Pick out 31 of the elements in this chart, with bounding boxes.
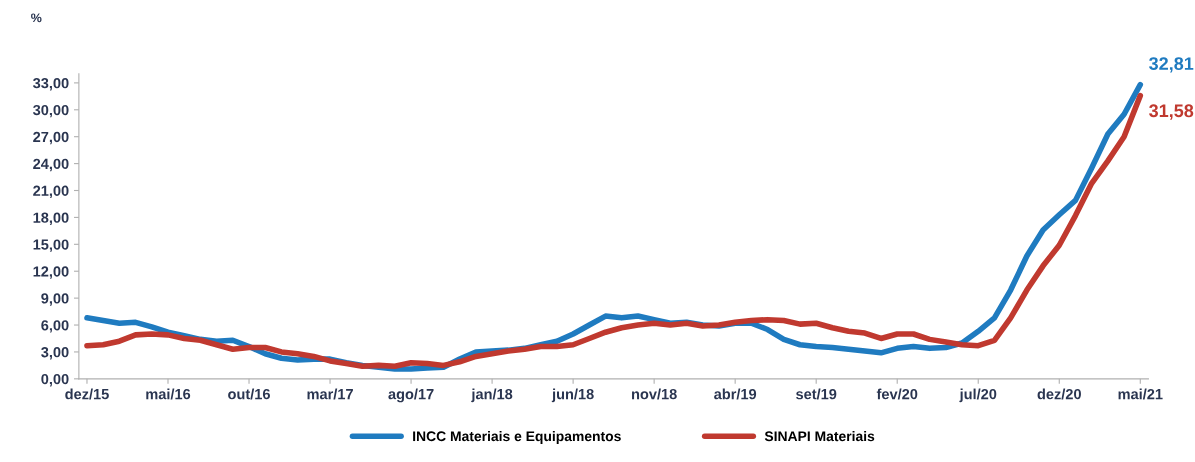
x-tick-label: mar/17 <box>307 388 353 400</box>
y-tick-label: 9,00 <box>41 293 69 306</box>
x-tick-label: mai/16 <box>146 388 191 400</box>
y-tick-label: 24,00 <box>33 158 69 172</box>
x-tick-label: out/16 <box>228 388 270 400</box>
x-tick-label: nov/18 <box>632 388 677 400</box>
x-tick-label: mai/21 <box>1118 388 1163 400</box>
y-tick-label: 0,00 <box>41 373 69 387</box>
y-tick-label: 6,00 <box>41 320 69 333</box>
x-tick-label: dez/15 <box>65 388 109 400</box>
legend-label: INCC Materiais e Equipamentos <box>413 430 621 444</box>
x-tick-label: jan/18 <box>471 388 513 403</box>
y-tick-label: 3,00 <box>41 347 69 360</box>
y-tick-label: 15,00 <box>33 239 69 252</box>
x-tick-label: ago/17 <box>388 388 434 403</box>
x-tick-label: fev/20 <box>876 388 918 400</box>
x-tick-label: jun/18 <box>551 388 594 403</box>
y-tick-label: 27,00 <box>33 131 69 145</box>
y-axis-title: % <box>31 13 42 23</box>
data-label: 31,58 <box>1149 104 1194 120</box>
x-tick-label: set/19 <box>796 388 837 400</box>
x-tick-label: dez/20 <box>1037 388 1081 400</box>
x-tick-label: abr/19 <box>714 388 757 400</box>
legend-label: SINAPI Materiais <box>764 430 875 442</box>
y-tick-label: 30,00 <box>32 104 69 118</box>
y-tick-label: 18,00 <box>33 212 69 225</box>
data-label: 32,81 <box>1149 57 1194 73</box>
y-tick-label: 33,00 <box>32 77 69 91</box>
y-tick-label: 12,00 <box>33 266 69 279</box>
x-tick-label: jul/20 <box>959 388 997 403</box>
y-tick-label: 21,00 <box>33 185 69 199</box>
